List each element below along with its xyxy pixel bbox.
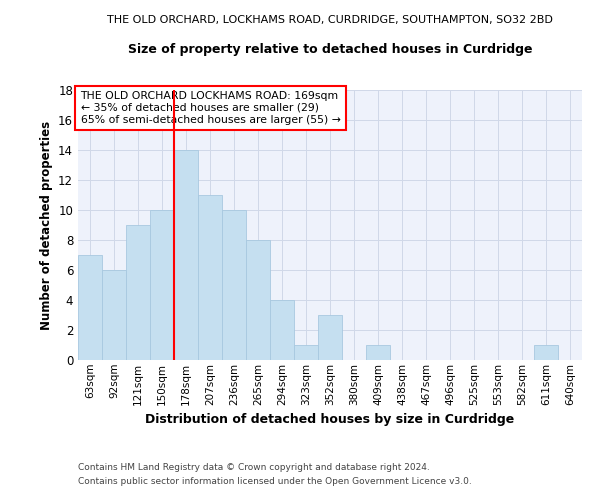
Text: THE OLD ORCHARD LOCKHAMS ROAD: 169sqm
← 35% of detached houses are smaller (29)
: THE OLD ORCHARD LOCKHAMS ROAD: 169sqm ← … bbox=[80, 92, 340, 124]
Bar bbox=[270, 300, 294, 360]
Bar bbox=[78, 255, 102, 360]
Bar bbox=[366, 345, 390, 360]
Bar bbox=[222, 210, 246, 360]
Bar bbox=[174, 150, 198, 360]
Text: Contains HM Land Registry data © Crown copyright and database right 2024.: Contains HM Land Registry data © Crown c… bbox=[78, 462, 430, 471]
Bar bbox=[246, 240, 270, 360]
Bar bbox=[198, 195, 222, 360]
Bar bbox=[102, 270, 126, 360]
Y-axis label: Number of detached properties: Number of detached properties bbox=[40, 120, 53, 330]
Bar bbox=[318, 315, 342, 360]
Bar bbox=[534, 345, 558, 360]
Bar bbox=[126, 225, 150, 360]
Bar bbox=[150, 210, 174, 360]
Text: Distribution of detached houses by size in Curdridge: Distribution of detached houses by size … bbox=[145, 412, 515, 426]
Bar bbox=[294, 345, 318, 360]
Text: THE OLD ORCHARD, LOCKHAMS ROAD, CURDRIDGE, SOUTHAMPTON, SO32 2BD: THE OLD ORCHARD, LOCKHAMS ROAD, CURDRIDG… bbox=[107, 15, 553, 25]
Text: Size of property relative to detached houses in Curdridge: Size of property relative to detached ho… bbox=[128, 42, 532, 56]
Text: Contains public sector information licensed under the Open Government Licence v3: Contains public sector information licen… bbox=[78, 478, 472, 486]
